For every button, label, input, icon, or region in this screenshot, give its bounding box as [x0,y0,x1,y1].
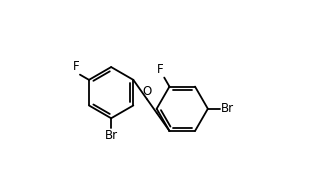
Text: Br: Br [221,102,234,115]
Text: Br: Br [105,129,118,142]
Text: O: O [142,85,152,98]
Text: F: F [72,60,79,73]
Text: F: F [157,63,163,76]
